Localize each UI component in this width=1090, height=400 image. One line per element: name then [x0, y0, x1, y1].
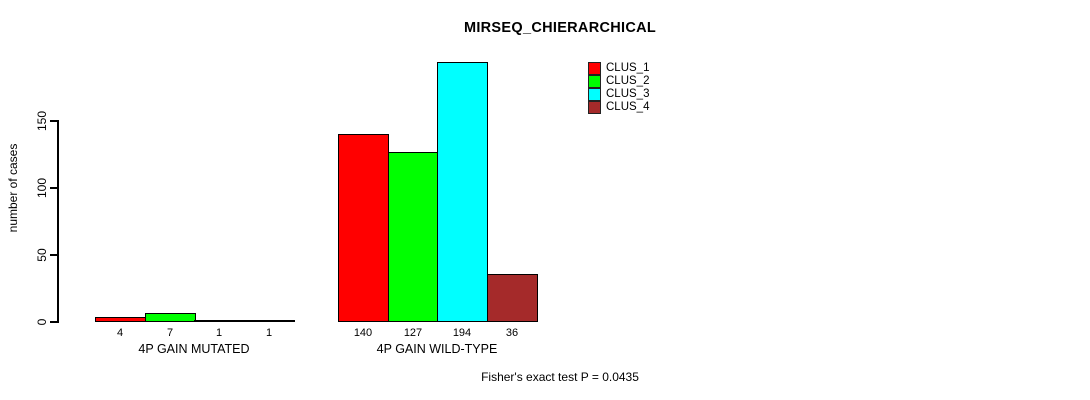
group-label-2: 4P GAIN WILD-TYPE [376, 342, 498, 356]
y-tick-label-100: 100 [35, 177, 49, 199]
bar-value-label: 127 [403, 327, 423, 339]
annotation-fisher-test: Fisher's exact test P = 0.0435 [481, 370, 639, 384]
bar-clus_2-group1 [145, 313, 196, 322]
legend-item-clus_1: CLUS_1 [588, 62, 649, 75]
legend-item-clus_2: CLUS_2 [588, 75, 649, 88]
bar-clus_1-group2 [338, 134, 389, 322]
y-tick-label-0: 0 [35, 318, 49, 326]
legend-label: CLUS_3 [606, 88, 650, 100]
y-axis-label: number of cases [6, 143, 20, 233]
bar-clus_3-group2 [437, 62, 488, 322]
bar-clus_2-group2 [388, 152, 439, 322]
chart-title: MIRSEQ_CHIERARCHICAL [463, 20, 657, 36]
y-tick-mark-50 [50, 254, 58, 256]
y-tick-mark-150 [50, 120, 58, 122]
bar-clus_4-group1 [244, 320, 295, 322]
legend-swatch-icon [588, 101, 601, 114]
bar-value-label: 1 [265, 327, 273, 339]
legend-label: CLUS_1 [606, 62, 650, 74]
legend: CLUS_1 CLUS_2 CLUS_3 CLUS_4 [588, 62, 649, 114]
legend-label: CLUS_4 [606, 101, 650, 113]
y-axis-line [57, 120, 59, 323]
y-tick-label-150: 150 [35, 110, 49, 132]
bar-value-label: 140 [353, 327, 373, 339]
bar-value-label: 7 [166, 327, 174, 339]
bar-clus_4-group2 [487, 274, 538, 322]
y-tick-mark-0 [50, 321, 58, 323]
bar-clus_3-group1 [194, 320, 245, 322]
y-tick-mark-100 [50, 187, 58, 189]
legend-item-clus_4: CLUS_4 [588, 101, 649, 114]
bar-value-label: 1 [215, 327, 223, 339]
bar-value-label: 4 [116, 327, 124, 339]
group-label-1: 4P GAIN MUTATED [138, 342, 250, 356]
legend-item-clus_3: CLUS_3 [588, 88, 649, 101]
legend-label: CLUS_2 [606, 75, 650, 87]
legend-swatch-icon [588, 75, 601, 88]
y-tick-label-50: 50 [35, 248, 49, 262]
legend-swatch-icon [588, 62, 601, 75]
bar-clus_1-group1 [95, 317, 146, 322]
bar-value-label: 36 [505, 327, 519, 339]
legend-swatch-icon [588, 88, 601, 101]
bar-value-label: 194 [452, 327, 472, 339]
